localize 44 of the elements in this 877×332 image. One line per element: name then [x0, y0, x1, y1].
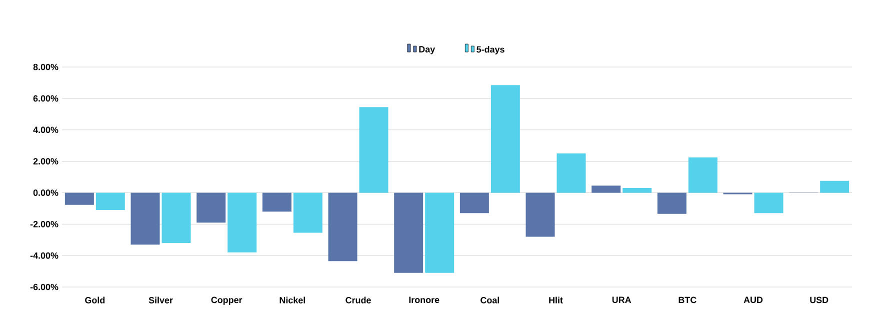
- y-tick-label: -2.00%: [30, 220, 58, 228]
- bar: [162, 192, 191, 243]
- y-tick-label: 6.00%: [33, 95, 58, 102]
- x-tick-label: Hlit: [549, 296, 563, 304]
- y-tick-label: -4.00%: [30, 252, 58, 259]
- bar: [359, 107, 388, 193]
- x-tick-label: Silver: [148, 296, 173, 304]
- bar: [394, 192, 424, 273]
- x-tick-label: USD: [810, 296, 828, 304]
- y-tick-label: -6.00%: [30, 284, 58, 290]
- bar: [328, 192, 358, 262]
- bar: [228, 192, 257, 252]
- y-tick-label: 8.00%: [33, 64, 58, 70]
- x-tick-label: AUD: [744, 296, 763, 304]
- x-tick-label: BTC: [678, 296, 696, 304]
- bar: [96, 192, 125, 210]
- x-tick-label: Ironore: [409, 296, 440, 304]
- bar: [526, 192, 555, 237]
- bar: [592, 186, 621, 193]
- y-tick-label: 4.00%: [33, 126, 58, 134]
- x-tick-label: Coal: [480, 296, 500, 304]
- bar: [196, 192, 226, 223]
- bar: [688, 157, 718, 193]
- bar: [425, 192, 454, 273]
- x-tick-label: Gold: [85, 296, 105, 304]
- bar: [622, 188, 652, 193]
- bar: [754, 192, 784, 214]
- bar: [130, 192, 160, 245]
- bar: [490, 85, 520, 193]
- bar: [820, 180, 850, 193]
- bar: [460, 192, 489, 214]
- bar: [657, 192, 686, 214]
- bar: [293, 192, 322, 233]
- bar: [556, 153, 586, 193]
- x-tick-label: Nickel: [280, 296, 305, 304]
- x-tick-label: URA: [612, 296, 632, 304]
- x-tick-label: Copper: [211, 296, 242, 305]
- x-tick-label: Crude: [346, 296, 371, 304]
- y-tick-label: 2.00%: [33, 158, 58, 164]
- bar: [262, 192, 292, 212]
- bar: [64, 192, 94, 205]
- legend-label: Day: [419, 46, 436, 54]
- y-tick-label: 0.00%: [33, 190, 58, 196]
- legend-label: 5-days: [476, 46, 504, 54]
